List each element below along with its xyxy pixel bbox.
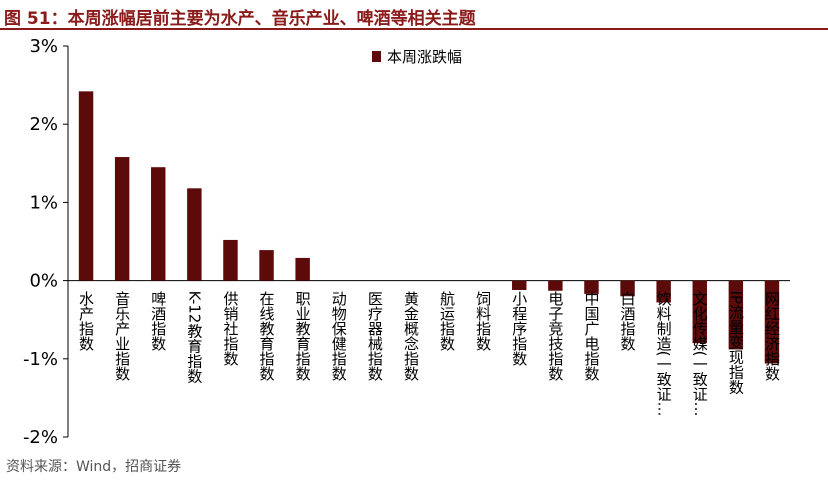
- bar: [151, 167, 166, 281]
- category-label: 供销社指数: [221, 291, 239, 366]
- category-label: IP流量变现指数: [727, 291, 745, 395]
- bar: [512, 280, 527, 290]
- bar: [114, 157, 130, 281]
- bar: [78, 91, 94, 281]
- category-label: 航运指数: [438, 291, 456, 351]
- y-tick-label: -2%: [23, 427, 58, 448]
- category-label: 医疗器械指数: [366, 291, 384, 381]
- category-label: 水产指数: [77, 291, 95, 351]
- category-label: 小程序指数: [510, 291, 528, 366]
- category-label: 职业教育指数: [294, 291, 312, 381]
- bar: [187, 188, 202, 281]
- category-label: 文化传媒(一致证…: [691, 291, 709, 417]
- bar: [548, 280, 563, 291]
- chart-title: 图 51：本周涨幅居前主要为水产、音乐产业、啤酒等相关主题: [4, 9, 476, 29]
- y-tick-labels: -2% -1% 0% 1% 2% 3%: [23, 36, 58, 448]
- category-labels: 水产指数 音乐产业指数 啤酒指数 K-12教育指数 供销社指数 在线教育指数 职业教育指数动…: [77, 291, 781, 417]
- category-label: 动物保健指数: [330, 291, 348, 381]
- bar: [620, 280, 635, 297]
- bars: [78, 91, 780, 364]
- y-tick-label: 2%: [29, 114, 58, 135]
- legend-swatch: [372, 51, 381, 62]
- y-tick-label: 0%: [29, 271, 58, 292]
- category-label: 电子竞技指数: [546, 291, 564, 381]
- category-label: K-12教育指数: [185, 291, 203, 384]
- title-bar: 图 51：本周涨幅居前主要为水产、音乐产业、啤酒等相关主题: [0, 0, 828, 30]
- category-label: 网红经济指数: [763, 291, 781, 381]
- legend: 本周涨跌幅: [372, 48, 462, 66]
- bar: [223, 239, 238, 281]
- category-label: 啤酒指数: [149, 291, 167, 351]
- axes: [63, 45, 790, 438]
- category-label: 饲料指数: [474, 291, 492, 351]
- source-note: 资料来源：Wind，招商证券: [6, 459, 182, 475]
- category-label: 饮料制造(一致证…: [655, 291, 673, 417]
- legend-label: 本周涨跌幅: [387, 48, 462, 66]
- category-label: 音乐产业指数: [113, 291, 131, 381]
- y-tick-label: -1%: [23, 349, 58, 370]
- y-tick-label: 3%: [29, 36, 58, 57]
- category-label: 黄金概念指数: [402, 291, 420, 381]
- category-label: 在线教育指数: [258, 291, 276, 381]
- bar: [764, 280, 780, 364]
- y-tick-label: 1%: [29, 192, 58, 213]
- bar: [728, 280, 744, 350]
- category-label: 中国广电指数: [582, 291, 600, 381]
- bar: [584, 280, 599, 294]
- bar: [692, 280, 707, 344]
- bar: [295, 257, 310, 281]
- bar: [656, 280, 671, 303]
- category-label: 白酒指数: [619, 291, 637, 351]
- bar: [259, 250, 274, 281]
